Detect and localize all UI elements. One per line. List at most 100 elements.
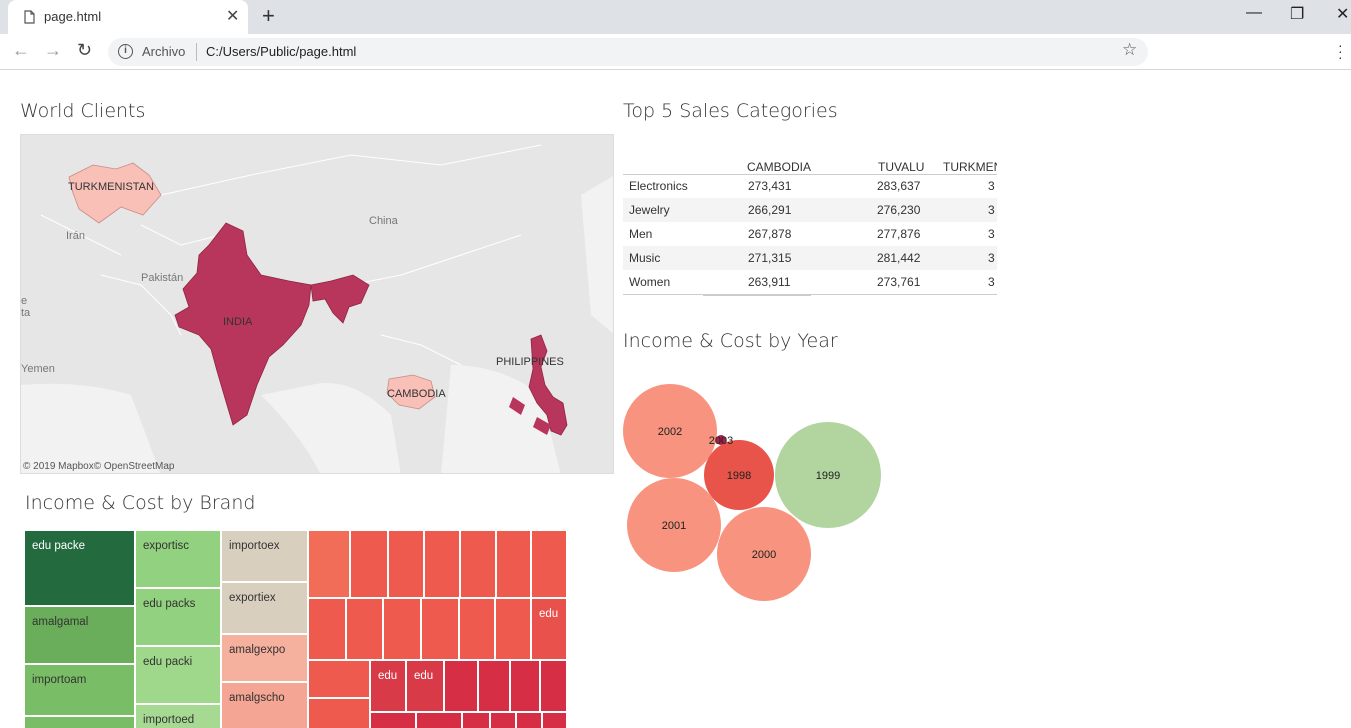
treemap-tile[interactable] [462, 712, 490, 728]
treemap-tile[interactable] [540, 660, 567, 712]
bookmark-star-icon[interactable]: ☆ [1122, 40, 1138, 59]
treemap-tile[interactable] [308, 598, 346, 660]
treemap-tile[interactable]: edu [406, 660, 444, 712]
treemap-tile[interactable] [24, 716, 135, 728]
horizontal-scrollbar[interactable] [703, 294, 811, 296]
row-label: Women [629, 275, 671, 289]
tab-title: page.html [44, 9, 102, 24]
india-northeast-region[interactable] [310, 274, 370, 324]
bubble-2000[interactable] [717, 507, 811, 601]
treemap-tile[interactable]: edu packe [24, 530, 135, 606]
treemap-tile[interactable] [460, 530, 496, 598]
treemap-tile[interactable] [421, 598, 459, 660]
income-brand-treemap[interactable]: edu packe amalgamal importoam exportisc … [24, 530, 567, 728]
income-year-bubble-chart[interactable]: 2002 2003 1998 1999 2001 2000 [620, 378, 890, 608]
bubble-label: 2001 [661, 520, 687, 532]
treemap-tile[interactable] [444, 660, 478, 712]
treemap-tile[interactable]: edu packs [135, 588, 221, 646]
restore-button[interactable]: ❐ [1290, 6, 1305, 23]
table-row[interactable]: Men 267,878 277,876 3 [623, 222, 997, 246]
treemap-tile[interactable]: amalgscho [221, 682, 308, 728]
back-button[interactable]: ← [12, 40, 30, 60]
new-tab-button[interactable]: + [262, 3, 275, 28]
address-bar[interactable]: i Archivo C:/Users/Public/page.html ☆ [108, 38, 1148, 66]
map-label-cambodia: CAMBODIA [387, 388, 446, 400]
turkmenistan-region[interactable] [68, 162, 162, 224]
bubble-2003[interactable] [716, 435, 726, 445]
treemap-tile[interactable]: importoam [24, 664, 135, 716]
bubble-canvas [623, 384, 881, 601]
table-row[interactable]: Music 271,315 281,442 3 [623, 246, 997, 270]
treemap-tile[interactable]: edu packi [135, 646, 221, 704]
treemap-tile[interactable] [416, 712, 462, 728]
close-window-button[interactable]: ✕ [1336, 6, 1350, 23]
world-clients-map[interactable]: TURKMENISTAN INDIA CAMBODIA PHILIPPINES … [20, 134, 614, 474]
treemap-tile[interactable] [383, 598, 421, 660]
treemap-tile[interactable] [308, 660, 370, 698]
treemap-tile[interactable] [308, 530, 350, 598]
row-label: Electronics [629, 179, 688, 193]
philippines-region[interactable] [528, 334, 568, 436]
treemap-tile[interactable] [424, 530, 460, 598]
browser-tab[interactable]: page.html ✕ [8, 0, 248, 34]
scheme-label: Archivo [142, 44, 186, 59]
cambodia-region[interactable] [386, 374, 436, 410]
treemap-tile[interactable] [490, 712, 516, 728]
bubble-1998[interactable] [704, 440, 774, 510]
map-canvas [21, 135, 613, 473]
treemap-tile[interactable] [346, 598, 383, 660]
arabian-sea [21, 383, 161, 473]
table-cell: 3 [988, 227, 995, 241]
treemap-tile[interactable] [496, 530, 531, 598]
treemap-tile[interactable]: amalgamal [24, 606, 135, 664]
top5-title: Top 5 Sales Categories [623, 100, 838, 122]
treemap-tile[interactable]: importoex [221, 530, 308, 582]
treemap-tile[interactable] [350, 530, 388, 598]
url-text[interactable]: C:/Users/Public/page.html [206, 44, 357, 59]
income-year-title: Income & Cost by Year [623, 330, 838, 352]
philippines-island[interactable] [509, 397, 525, 415]
treemap-tile[interactable] [531, 530, 567, 598]
map-label-china: China [369, 215, 398, 227]
row-label: Jewelry [629, 203, 670, 217]
close-tab-icon[interactable]: ✕ [226, 8, 240, 25]
treemap-tile[interactable]: importoed [135, 704, 221, 728]
treemap-tile[interactable]: exportisc [135, 530, 221, 588]
treemap-tile[interactable] [478, 660, 510, 712]
map-label-turkmenistan: TURKMENISTAN [68, 181, 154, 193]
reload-button[interactable]: ↻ [77, 40, 93, 60]
table-row[interactable]: Women 263,911 273,761 3 [623, 270, 997, 294]
table-row[interactable]: Jewelry 266,291 276,230 3 [623, 198, 997, 222]
philippines-island[interactable] [533, 417, 551, 435]
treemap-tile[interactable] [388, 530, 424, 598]
table-header: CAMBODIA TUVALU TURKMEN [623, 156, 997, 180]
table-row[interactable]: Electronics 273,431 283,637 3 [623, 174, 997, 198]
treemap-tile[interactable] [370, 712, 416, 728]
top5-table[interactable]: CAMBODIA TUVALU TURKMEN Electronics 273,… [623, 156, 997, 296]
table-cell: 281,442 [877, 251, 921, 265]
minimize-button[interactable]: — [1246, 4, 1262, 21]
map-label-edge: ta [21, 307, 31, 319]
bubble-2001[interactable] [627, 478, 721, 572]
table-cell: 271,315 [748, 251, 792, 265]
browser-menu-icon[interactable]: · · · [1338, 37, 1343, 65]
treemap-tile[interactable]: exportiex [221, 582, 308, 634]
bubble-1999[interactable] [775, 422, 881, 528]
bubble-label: 2003 [708, 435, 734, 447]
bubble-2002[interactable] [623, 384, 717, 478]
forward-button[interactable]: → [44, 40, 62, 60]
treemap-tile[interactable]: edu [531, 598, 567, 660]
treemap-tile[interactable] [459, 598, 495, 660]
table-cell: 266,291 [748, 203, 792, 217]
treemap-tile[interactable] [516, 712, 542, 728]
treemap-tile[interactable] [542, 712, 567, 728]
treemap-tile[interactable] [510, 660, 540, 712]
india-region[interactable] [174, 222, 312, 426]
table-cell: 3 [988, 203, 995, 217]
treemap-tile[interactable]: amalgexpo [221, 634, 308, 682]
treemap-tile[interactable] [495, 598, 531, 660]
divider [196, 43, 197, 61]
treemap-tile[interactable]: edu [370, 660, 406, 712]
info-icon[interactable]: i [118, 44, 133, 59]
treemap-tile[interactable] [308, 698, 370, 728]
